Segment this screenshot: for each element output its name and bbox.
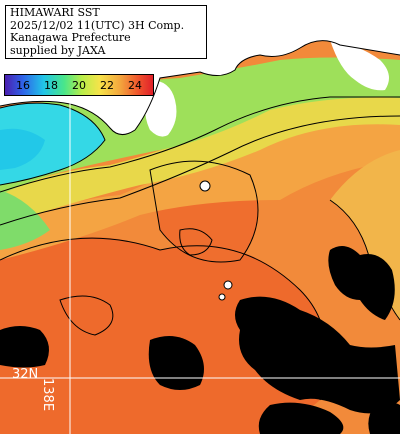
isotherm-contour — [329, 199, 400, 321]
cloud-mask-southwest — [0, 326, 49, 368]
legend-tick: 24 — [128, 78, 142, 92]
latitude-label: 32N — [12, 367, 39, 382]
temperature-legend: 16 18 20 22 24 — [4, 74, 154, 96]
cloud-mask-south — [148, 336, 204, 390]
sst-yellow-band — [0, 95, 400, 225]
island-miyake — [218, 293, 226, 301]
sst-green-west — [0, 190, 50, 250]
isotherm-contour — [0, 115, 400, 226]
map-info-box: HIMAWARI SST 2025/12/02 11(UTC) 3H Comp.… — [5, 5, 207, 59]
island-oshima — [199, 180, 211, 192]
cloud-mask-far-south — [258, 402, 344, 434]
info-source: supplied by JAXA — [10, 43, 106, 57]
cloud-mask-south-east — [235, 296, 400, 414]
legend-tick: 16 — [16, 78, 30, 92]
sst-cyan-inner — [0, 128, 45, 170]
isotherm-contour — [59, 295, 114, 336]
isotherm-contour — [0, 237, 328, 401]
legend-tick: 22 — [100, 78, 114, 92]
coastline — [0, 40, 400, 135]
legend-tick: 18 — [44, 78, 58, 92]
cloud-mask-east — [328, 246, 395, 320]
info-title: HIMAWARI SST — [10, 6, 100, 19]
isotherm-contour — [0, 96, 400, 193]
sst-cyan-region — [0, 103, 105, 185]
isotherm-contour — [0, 102, 106, 186]
info-datetime: 2025/12/02 11(UTC) 3H Comp. — [10, 18, 185, 32]
land-boso-peninsula — [330, 40, 389, 91]
longitude-label: 138E — [40, 378, 55, 412]
info-region: Kanagawa Prefecture — [10, 31, 131, 44]
legend-tick: 20 — [72, 78, 86, 92]
sst-green-band — [0, 57, 400, 195]
sst-warm-region — [0, 237, 327, 434]
isotherm-contour — [179, 228, 213, 256]
cloud-mask-corner — [368, 402, 400, 434]
island-niijima — [223, 280, 233, 290]
